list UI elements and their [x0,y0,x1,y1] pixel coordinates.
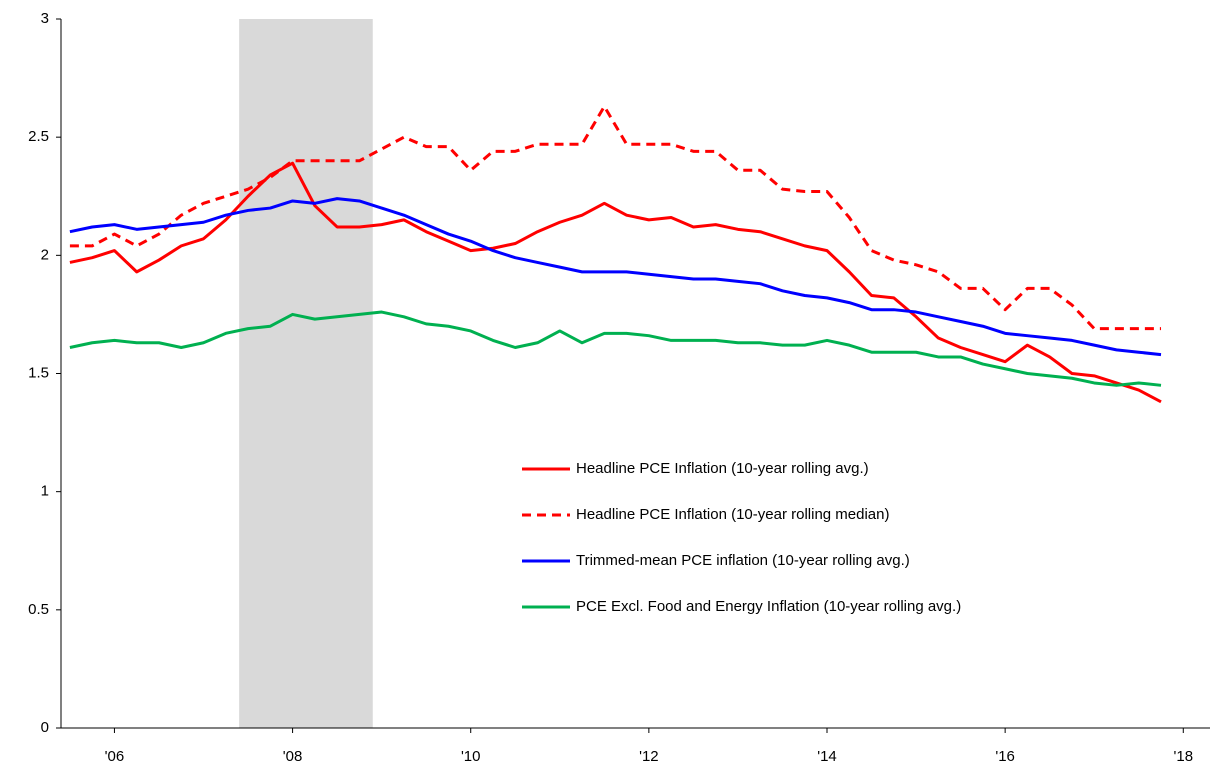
x-tick-label: '12 [639,748,659,765]
y-tick-label: 0.5 [28,601,49,618]
x-tick-label: '18 [1173,748,1193,765]
x-tick-label: '16 [995,748,1015,765]
shaded-region [239,19,373,728]
series-line [69,310,1162,387]
legend-label: Headline PCE Inflation (10-year rolling … [576,506,890,523]
y-tick-label: 0 [41,719,49,736]
x-tick-label: '08 [283,748,303,765]
x-tick-label: '10 [461,748,481,765]
y-tick-label: 1 [41,483,49,500]
x-tick-label: '06 [105,748,125,765]
x-tick-label: '14 [817,748,837,765]
y-tick-label: 1.5 [28,364,49,381]
series-line [69,197,1162,357]
legend-label: PCE Excl. Food and Energy Inflation (10-… [576,598,961,615]
legend-label: Trimmed-mean PCE inflation (10-year roll… [576,552,910,569]
series-line [69,161,1162,404]
legend-label: Headline PCE Inflation (10-year rolling … [576,460,869,477]
y-tick-label: 2 [41,246,49,263]
series-line [69,104,1162,331]
y-tick-label: 2.5 [28,128,49,145]
y-tick-label: 3 [41,10,49,27]
